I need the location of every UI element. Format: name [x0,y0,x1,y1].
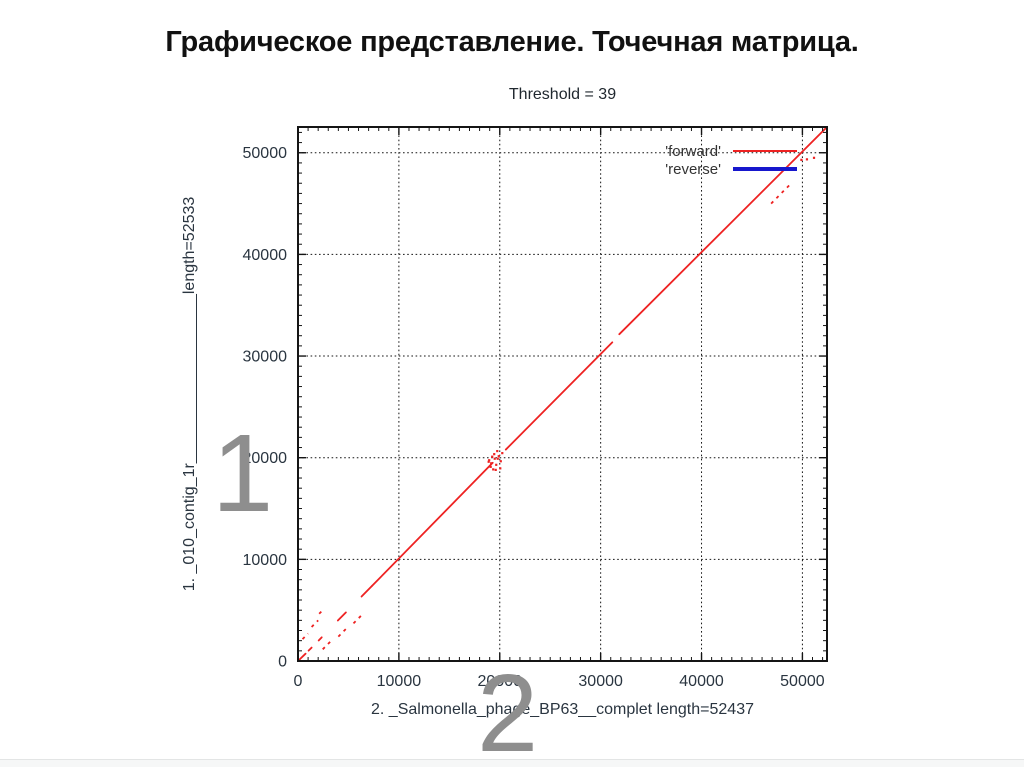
forward-match-segment [360,584,374,598]
forward-match-point [493,457,496,460]
x-tick-label: 40000 [679,673,724,690]
forward-match-segment-dashed [318,608,325,615]
forward-match-segment [307,646,313,652]
forward-match-point [496,457,499,460]
x-tick-label: 50000 [780,673,825,690]
forward-match-point [497,455,500,458]
forward-match-segment-dashed [301,632,309,640]
x-tick-label: 20000 [478,673,523,690]
forward-match-point [494,468,497,471]
legend-forward-label: 'forward' [665,142,721,160]
legend-reverse-label: 'reverse' [665,160,721,178]
legend: 'forward' 'reverse' [593,142,797,178]
forward-match-point [805,158,809,161]
watermark-2: 2 [477,652,539,767]
x-tick-label: 10000 [377,673,422,690]
forward-match-point [800,158,803,161]
y-tick-label: 10000 [243,552,288,569]
y-tick-label: 30000 [243,349,288,366]
plot-border [297,126,828,662]
forward-match-segment-dashed [352,613,364,625]
forward-match-point [493,453,496,456]
y-tick-label: 0 [278,654,287,671]
x-tick-label: 0 [294,673,303,690]
chart-title: Threshold = 39 [508,86,617,103]
forward-match-segment [297,652,307,662]
y-tick-label: 50000 [243,145,288,162]
forward-match-segment-dashed [322,638,334,650]
legend-row-reverse: 'reverse' [593,160,797,178]
forward-match-segment [618,126,828,336]
forward-match-point [496,449,499,453]
legend-row-forward: 'forward' [593,142,797,160]
forward-match-point [488,459,491,462]
legend-reverse-line-swatch [733,167,797,171]
forward-match-segment [504,341,614,451]
forward-match-segment-dashed [310,619,319,628]
forward-match-segment-dashed [770,183,791,205]
forward-match-segment [317,636,323,642]
forward-match-point [489,465,492,468]
forward-match-point [490,462,493,465]
x-tick-label: 30000 [578,673,623,690]
forward-match-point [492,468,495,471]
forward-match-segment [336,611,347,622]
slide-title: Графическое представление. Точечная матр… [165,26,859,58]
watermark-1: 1 [212,412,274,535]
forward-match-point [491,455,494,458]
forward-match-point [495,463,498,466]
y-axis-label-text: 1. _010_contig_1r___________________leng… [181,196,198,592]
forward-match-segment-dashed [337,625,350,638]
y-tick-label: 20000 [243,450,288,467]
forward-match-point [487,460,490,463]
forward-match-point [812,156,816,159]
footer-strip [0,759,1024,767]
x-axis-label: 2. _Salmonella_phage_BP63__complet lengt… [371,701,754,718]
legend-forward-line-swatch [733,150,797,152]
y-tick-label: 40000 [243,247,288,264]
forward-match-point [499,460,502,463]
forward-match-point [499,467,502,470]
forward-match-segment [371,461,494,587]
forward-match-point [501,452,504,455]
